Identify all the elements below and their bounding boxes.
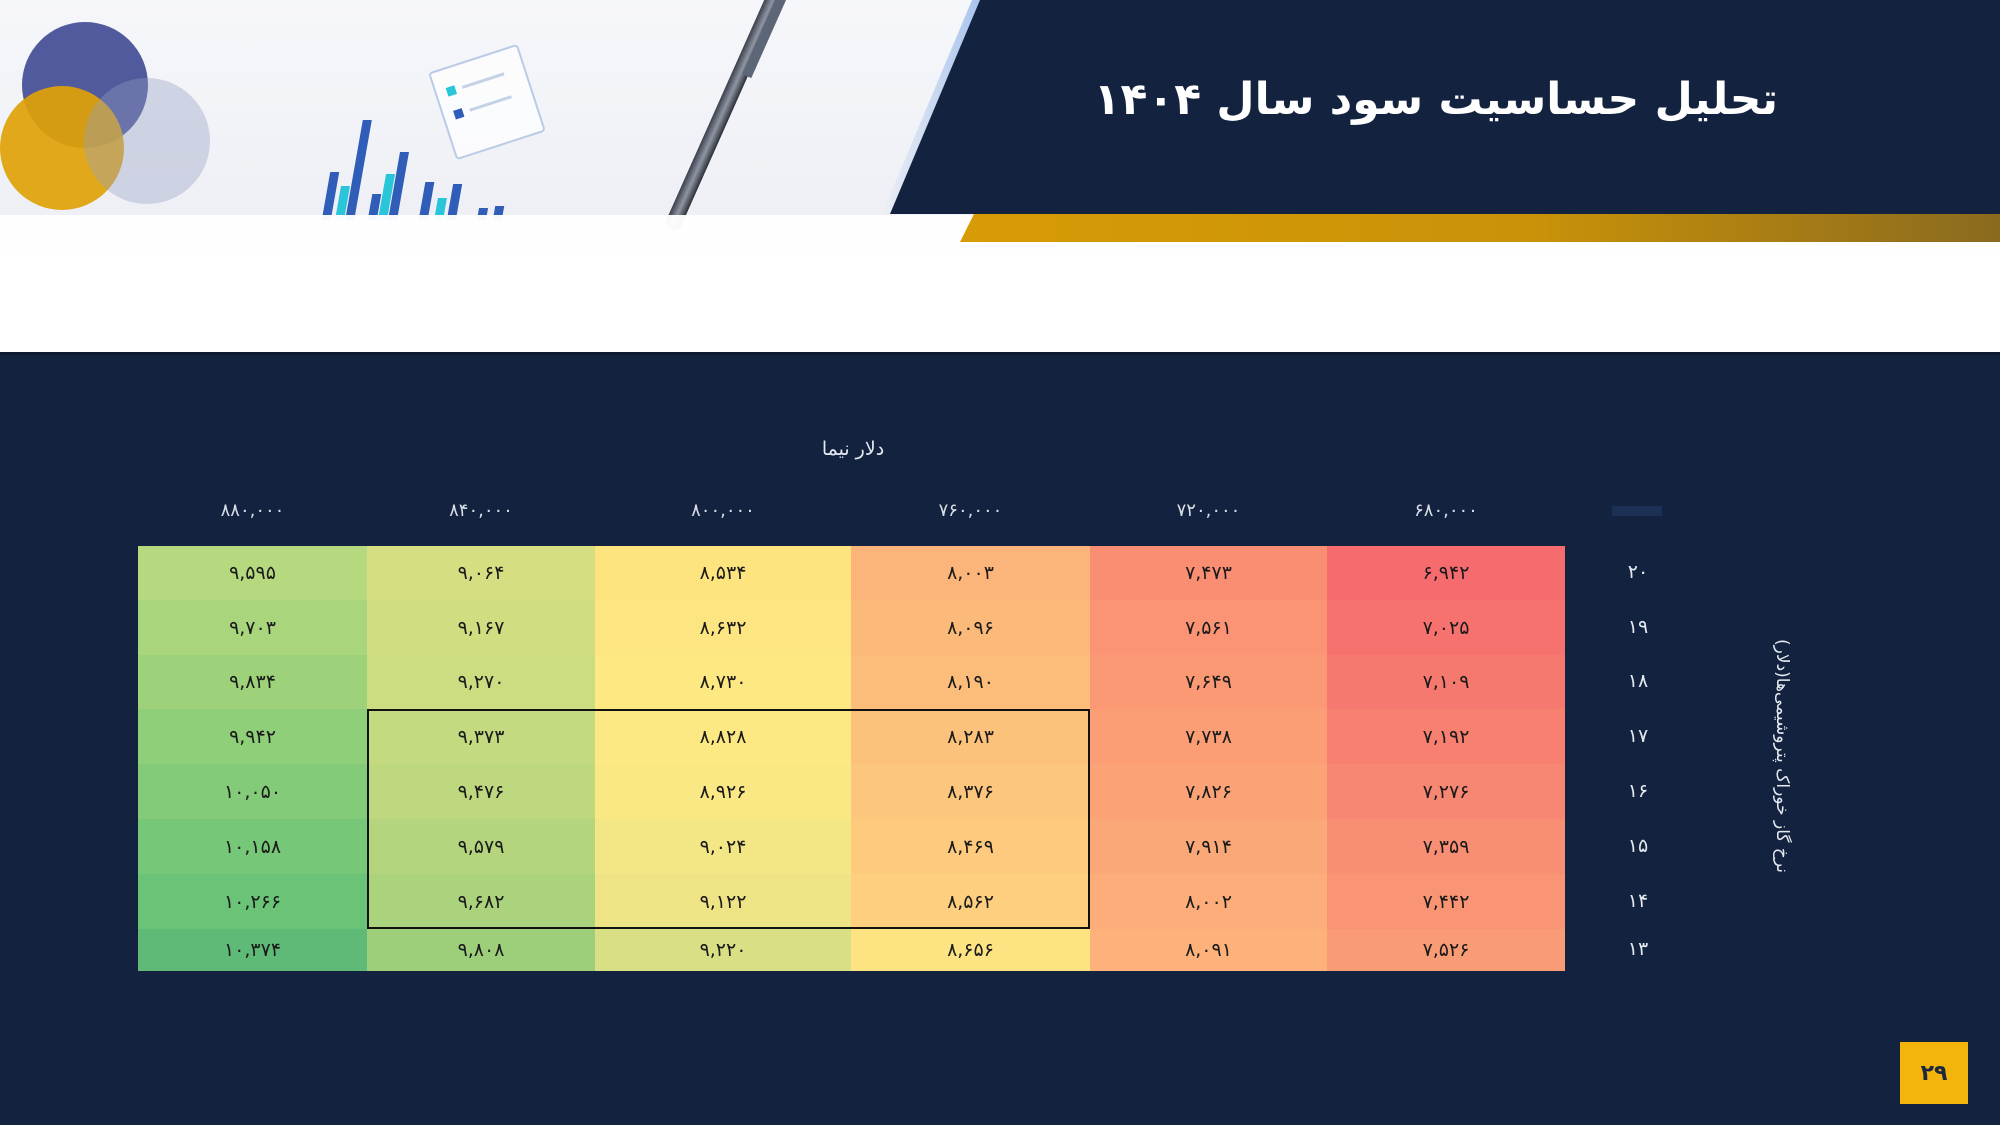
table-cell: ۹,۸۳۴ [138, 655, 367, 709]
table-cell: ۷,۷۳۸ [1090, 709, 1327, 764]
row-header: ۱۶ [1627, 779, 1649, 802]
table-cell: ۸,۱۹۰ [851, 655, 1090, 709]
row-header: ۱۷ [1627, 724, 1649, 747]
table-cell: ۹,۱۶۷ [367, 600, 595, 655]
title-panel [890, 0, 2000, 214]
table-cell: ۶,۹۴۲ [1327, 546, 1565, 600]
row-header: ۲۰ [1627, 561, 1649, 583]
column-header: ۷۶۰,۰۰۰ [938, 500, 1003, 521]
table-cell: ۹,۳۷۳ [367, 709, 595, 764]
table-cell: ۸,۶۵۶ [851, 929, 1090, 971]
table-cell: ۸,۹۲۶ [595, 764, 851, 819]
table-cell: ۸,۰۹۱ [1090, 929, 1327, 971]
table-cell: ۸,۶۳۲ [595, 600, 851, 655]
table-cell: ۸,۵۶۲ [851, 874, 1090, 929]
table-cell: ۸,۸۲۸ [595, 709, 851, 764]
header-banner: تحلیل حساسیت سود سال ۱۴۰۴ [0, 0, 2000, 355]
table-cell: ۷,۲۷۶ [1327, 764, 1565, 819]
table-cell: ۷,۱۰۹ [1327, 655, 1565, 709]
table-cell: ۷,۴۴۲ [1327, 874, 1565, 929]
table-cell: ۷,۸۲۶ [1090, 764, 1327, 819]
table-cell: ۷,۵۲۶ [1327, 929, 1565, 971]
page-title: تحلیل حساسیت سود سال ۱۴۰۴ [1093, 74, 1778, 125]
page-number: ۲۹ [1900, 1042, 1968, 1104]
table-cell: ۹,۶۸۲ [367, 874, 595, 929]
row-header: ۱۹ [1627, 615, 1649, 638]
table-cell: ۷,۱۹۲ [1327, 709, 1565, 764]
table-cell: ۹,۵۷۹ [367, 819, 595, 874]
table-cell: ۹,۱۲۲ [595, 874, 851, 929]
table-cell: ۸,۰۰۳ [851, 546, 1090, 600]
table-cell: ۷,۳۵۹ [1327, 819, 1565, 874]
table-cell: ۹,۵۹۵ [138, 546, 367, 600]
column-header: ۷۲۰,۰۰۰ [1176, 500, 1241, 521]
row-header: ۱۴ [1627, 889, 1649, 912]
decorative-circle-grey [84, 78, 210, 204]
row-axis-title-text: نرخ گاز خوراک پتروشیمی‌ها(دلار) [1772, 639, 1792, 873]
column-header: ۸۰۰,۰۰۰ [691, 500, 755, 521]
column-axis-title: دلار نیما [821, 438, 885, 460]
row-header: ۱۸ [1627, 670, 1649, 692]
table-cell: ۸,۰۹۶ [851, 600, 1090, 655]
table-cell: ۱۰,۲۶۶ [138, 874, 367, 929]
table-cell: ۹,۷۰۳ [138, 600, 367, 655]
gold-accent-strip [960, 214, 2000, 242]
table-cell: ۸,۵۳۴ [595, 546, 851, 600]
header-corner-mark [1612, 506, 1662, 516]
table-cell: ۷,۶۴۹ [1090, 655, 1327, 709]
table-cell: ۸,۰۰۲ [1090, 874, 1327, 929]
table-cell: ۹,۹۴۲ [138, 709, 367, 764]
table-cell: ۸,۲۸۳ [851, 709, 1090, 764]
table-cell: ۱۰,۱۵۸ [138, 819, 367, 874]
table-cell: ۹,۴۷۶ [367, 764, 595, 819]
row-header: ۱۳ [1627, 938, 1649, 960]
column-header: ۶۸۰,۰۰۰ [1414, 500, 1478, 521]
column-header: ۸۴۰,۰۰۰ [449, 500, 513, 521]
table-cell: ۷,۹۱۴ [1090, 819, 1327, 874]
table-cell: ۷,۴۷۳ [1090, 546, 1327, 600]
sensitivity-heatmap-table: ۶,۹۴۲ ۷,۴۷۳ ۸,۰۰۳ ۸,۵۳۴ ۹,۰۶۴ ۹,۵۹۵ ۷,۰۲۵ ۷,۵۶۱… [138, 546, 1565, 971]
row-header: ۱۵ [1627, 834, 1649, 857]
table-cell: ۹,۰۲۴ [595, 819, 851, 874]
table-cell: ۱۰,۰۵۰ [138, 764, 367, 819]
decorative-circle-gold [0, 86, 124, 210]
column-header: ۸۸۰,۰۰۰ [220, 500, 285, 521]
table-cell: ۹,۲۲۰ [595, 929, 851, 971]
table-cell: ۱۰,۳۷۴ [138, 929, 367, 971]
table-cell: ۸,۳۷۶ [851, 764, 1090, 819]
table-cell: ۸,۷۳۰ [595, 655, 851, 709]
table-cell: ۸,۴۶۹ [851, 819, 1090, 874]
table-cell: ۹,۲۷۰ [367, 655, 595, 709]
table-cell: ۹,۰۶۴ [367, 546, 595, 600]
table-cell: ۹,۸۰۸ [367, 929, 595, 971]
table-cell: ۷,۵۶۱ [1090, 600, 1327, 655]
table-cell: ۷,۰۲۵ [1327, 600, 1565, 655]
